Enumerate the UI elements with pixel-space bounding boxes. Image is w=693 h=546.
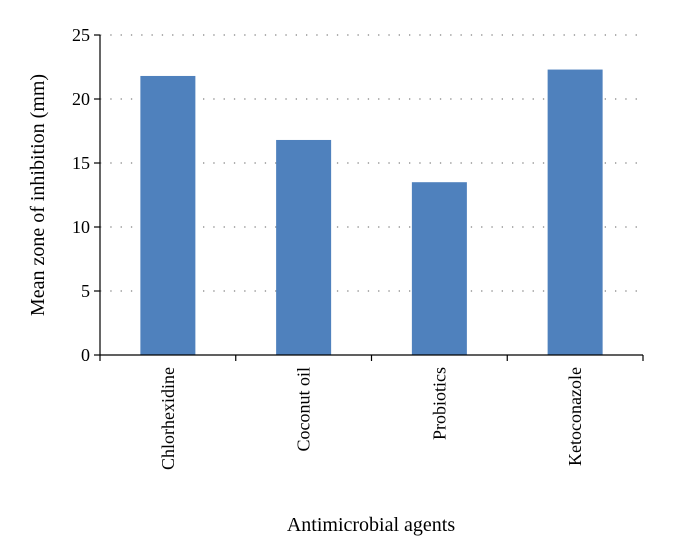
y-axis-ticks: 0 5 10 15 20 25	[72, 25, 100, 365]
y-tick-label: 15	[72, 153, 90, 173]
y-tick-label: 25	[72, 25, 90, 45]
y-tick-label: 20	[72, 89, 90, 109]
x-tick-label: Ketoconazole	[565, 367, 585, 466]
x-tick-label: Probiotics	[429, 367, 449, 440]
y-tick-label: 10	[72, 217, 90, 237]
y-tick-label: 0	[81, 345, 90, 365]
bar-ketoconazole	[547, 69, 603, 355]
x-tick-label: Chlorhexidine	[158, 367, 178, 470]
bar-chlorhexidine	[140, 75, 196, 356]
x-tick-label: Coconut oil	[294, 367, 314, 452]
bar-probiotics	[411, 182, 467, 355]
bars-group	[140, 69, 603, 356]
x-axis-ticks: Chlorhexidine Coconut oil Probiotics Ketoco…	[99, 355, 644, 470]
x-axis-title: Antimicrobial agents	[287, 514, 456, 536]
y-axis-title: Mean zone of inhibition (mm)	[27, 74, 49, 316]
bar-coconut-oil	[276, 139, 332, 355]
y-tick-label: 5	[81, 281, 90, 301]
